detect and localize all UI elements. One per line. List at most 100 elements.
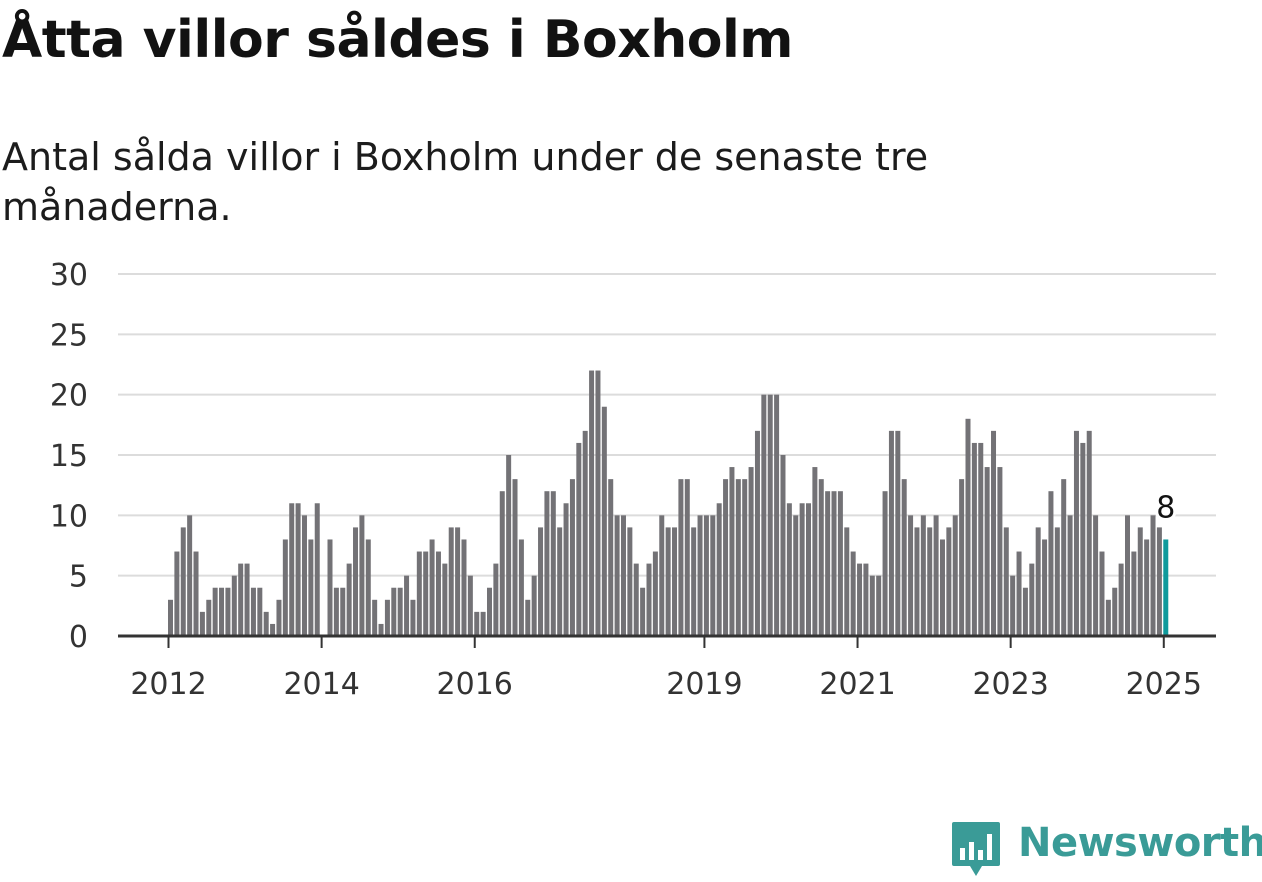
bar: [952, 515, 958, 636]
bar: [416, 551, 422, 636]
bar: [888, 430, 894, 636]
bar: [927, 527, 933, 636]
bar: [250, 587, 256, 636]
y-tick-label: 25: [50, 318, 88, 353]
bar: [799, 503, 805, 636]
bar: [844, 527, 850, 636]
bar: [786, 503, 792, 636]
bar: [933, 515, 939, 636]
bar: [538, 527, 544, 636]
highlight-annotation: 88: [1153, 487, 1178, 528]
bar: [716, 503, 722, 636]
bar: [1137, 527, 1143, 636]
bar: [672, 527, 678, 636]
bar: [780, 455, 786, 636]
bar: [404, 575, 410, 636]
bar: [850, 551, 856, 636]
bar: [939, 539, 945, 636]
bar: [742, 479, 748, 636]
y-tick-label: 15: [50, 439, 88, 474]
bar: [978, 442, 984, 636]
bar: [806, 503, 811, 636]
bar: [984, 467, 990, 636]
bar: [1105, 599, 1111, 636]
bar: [729, 467, 735, 636]
bar: [512, 479, 518, 636]
bar: [710, 515, 716, 636]
y-axis-labels: 0 5 10 15 20 25 30: [50, 258, 88, 655]
chart-subtitle: Antal sålda villor i Boxholm under de se…: [2, 135, 929, 229]
x-tick-label: 2019: [666, 667, 742, 702]
highlight-bar: [1163, 539, 1169, 636]
bar: [1156, 527, 1162, 636]
bars: [168, 370, 1169, 636]
bar: [372, 599, 378, 636]
bar: [493, 563, 499, 636]
bar: [525, 599, 531, 636]
bar: [238, 563, 244, 636]
bar: [857, 563, 863, 636]
bar: [423, 551, 429, 636]
bar: [825, 491, 831, 636]
bar: [1093, 515, 1099, 636]
bar: [837, 491, 843, 636]
bar: [1080, 442, 1086, 636]
bar: [646, 563, 652, 636]
bar: [448, 527, 454, 636]
bar: [748, 467, 754, 636]
y-tick-label: 20: [50, 379, 88, 414]
bar: [991, 430, 997, 636]
bar: [601, 406, 607, 636]
bar: [550, 491, 556, 636]
bar: [818, 479, 824, 636]
bar: [882, 491, 888, 636]
bar: [971, 442, 977, 636]
x-tick-label: 2014: [283, 667, 359, 702]
chart-title: Åtta villor såldes i Boxholm: [2, 10, 793, 70]
bar: [1086, 430, 1092, 636]
bar: [920, 515, 926, 636]
bar: [391, 587, 397, 636]
bar: [659, 515, 665, 636]
bar: [295, 503, 301, 636]
bar: [869, 575, 875, 636]
bar: [1054, 527, 1060, 636]
y-tick-label: 0: [69, 620, 88, 655]
bar: [1035, 527, 1041, 636]
bar: [1029, 563, 1035, 636]
x-tick-label: 2021: [819, 667, 895, 702]
bar: [270, 623, 276, 636]
bar: [965, 418, 971, 636]
bar: [959, 479, 965, 636]
bar: [1073, 430, 1079, 636]
x-tick-label: 2012: [130, 667, 206, 702]
bar: [206, 599, 212, 636]
bar: [340, 587, 346, 636]
x-tick-label: 2016: [437, 667, 513, 702]
bar: [589, 370, 595, 636]
bar: [435, 551, 441, 636]
bar: [652, 551, 658, 636]
x-tick-label: 2023: [972, 667, 1048, 702]
bar: [812, 467, 818, 636]
bar: [474, 611, 480, 636]
bar: [908, 515, 914, 636]
y-tick-label: 30: [50, 258, 88, 293]
bar: [876, 575, 882, 636]
bar: [582, 430, 588, 636]
bar: [199, 611, 205, 636]
bar: [1022, 587, 1028, 636]
bar: [1067, 515, 1073, 636]
bar-chart-logo-icon: [952, 822, 1000, 876]
bar: [1112, 587, 1118, 636]
bar: [767, 394, 773, 636]
bar: [1016, 551, 1022, 636]
bar: [353, 527, 359, 636]
bar: [633, 563, 639, 636]
bar: [946, 527, 952, 636]
y-tick-label: 5: [69, 560, 88, 595]
bar: [901, 479, 907, 636]
bar: [1042, 539, 1048, 636]
bar: [359, 515, 365, 636]
bar: [378, 623, 384, 636]
